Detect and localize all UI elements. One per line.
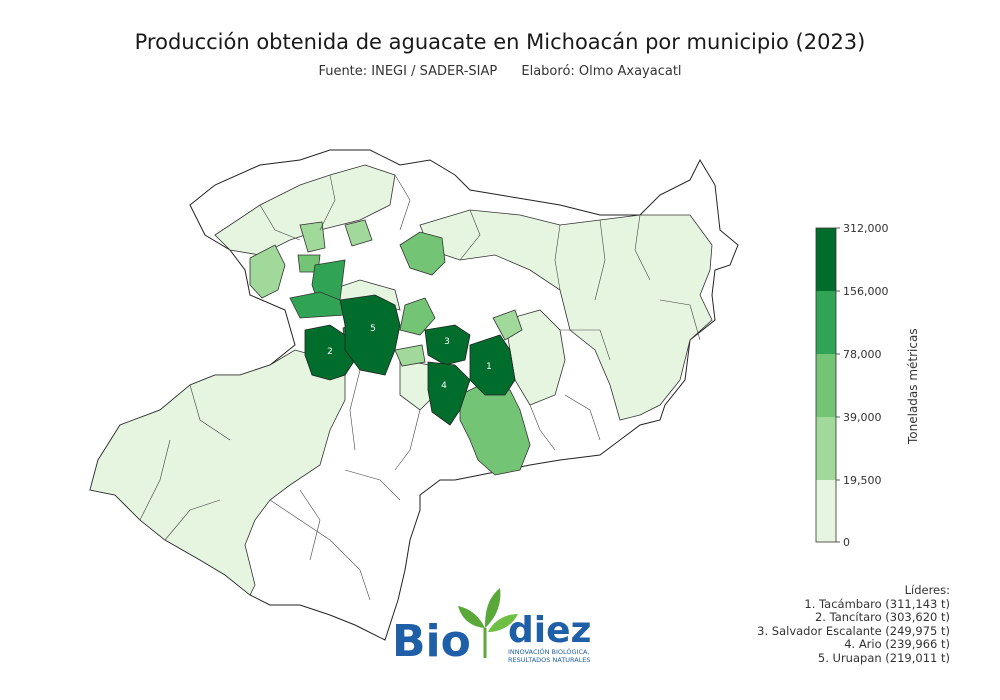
legend-tick: 156,000	[843, 285, 889, 298]
leaf-icon	[458, 588, 518, 658]
map-subtitle: Fuente: INEGI / SADER-SIAP Elaboró: Olmo…	[0, 64, 1000, 79]
biodiez-logo: Bio diez INNOVACIÓN BIOLÓGICA, RESULTADO…	[392, 588, 591, 667]
class-lowest-regions	[89, 164, 713, 596]
logo-tagline-1: INNOVACIÓN BIOLÓGICA,	[508, 647, 590, 656]
legend-swatch-1	[816, 228, 836, 291]
legend-title: Toneladas métricas	[906, 328, 920, 444]
ranking-markers: 1 2 3 4 5	[327, 324, 492, 391]
legend-tick: 78,000	[843, 348, 882, 361]
marker-1: 1	[486, 362, 492, 372]
municipality-salvador-escalante	[424, 324, 471, 366]
leader-item: 3. Salvador Escalante (249,975 t)	[757, 623, 950, 638]
legend-swatch-3	[816, 354, 836, 417]
legend-tick: 19,500	[843, 474, 882, 487]
marker-3: 3	[444, 337, 450, 347]
color-legend: 312,000 156,000 78,000 39,000 19,500 0	[815, 222, 889, 549]
map-title: Producción obtenida de aguacate en Micho…	[134, 30, 866, 54]
legend-tick: 39,000	[843, 411, 882, 424]
author-text: Elaboró: Olmo Axayacatl	[521, 64, 682, 79]
leaders-box: Líderes: 1. Tacámbaro (311,143 t) 2. Tan…	[757, 583, 950, 665]
legend-tick: 312,000	[843, 222, 889, 235]
municipality-tacambaro	[469, 334, 516, 396]
municipal-boundaries	[139, 174, 701, 601]
municipality-ario	[427, 361, 471, 426]
legend-swatch-4	[816, 417, 836, 480]
class-low-regions	[249, 219, 523, 367]
leaders-heading: Líderes:	[904, 583, 950, 597]
marker-5: 5	[370, 324, 376, 334]
legend-swatch-2	[816, 291, 836, 354]
logo-tagline-2: RESULTADOS NATURALES	[508, 656, 591, 664]
logo-word-diez: diez	[508, 610, 591, 651]
leader-item: 1. Tacámbaro (311,143 t)	[804, 596, 950, 611]
marker-4: 4	[441, 381, 447, 391]
municipality-tancitaro	[304, 324, 356, 381]
marker-2: 2	[327, 347, 333, 357]
leader-item: 4. Ario (239,966 t)	[844, 637, 950, 651]
legend-swatch-5	[816, 480, 836, 542]
leader-item: 2. Tancítaro (303,620 t)	[814, 610, 950, 624]
legend-tick: 0	[843, 536, 850, 549]
source-text: Fuente: INEGI / SADER-SIAP	[318, 64, 498, 79]
leader-item: 5. Uruapan (219,011 t)	[817, 650, 950, 665]
logo-word-bio: Bio	[392, 616, 471, 667]
municipality-uruapan	[339, 294, 401, 376]
class-highest-regions	[304, 294, 516, 426]
